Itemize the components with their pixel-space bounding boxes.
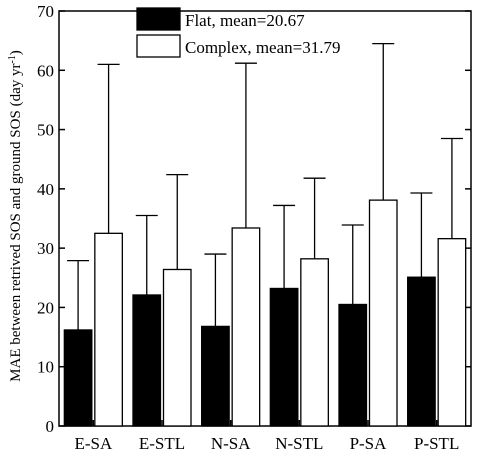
y-axis-label-main: MAE between retrived SOS and ground SOS … (8, 64, 24, 382)
x-tick-label: N-SA (211, 434, 251, 453)
x-tick-label: E-STL (139, 434, 185, 453)
x-tick-label: N-STL (275, 434, 323, 453)
x-tick-label: P-STL (414, 434, 459, 453)
plot-area: 0 10 20 30 40 50 60 70 E-SA E-STL N-SA N-STL P-SA P-S… (37, 2, 472, 453)
x-tick-label: E-SA (74, 434, 113, 453)
legend-swatch (136, 34, 181, 58)
legend-label: Complex, mean=31.79 (185, 38, 340, 57)
plot-frame (58, 10, 472, 427)
bar (407, 276, 436, 427)
y-axis-label-close: ) (8, 50, 24, 55)
bar (132, 294, 162, 427)
bar (437, 238, 467, 427)
bar (201, 325, 230, 427)
x-tick-label: P-SA (350, 434, 388, 453)
y-tick-label: 20 (37, 298, 54, 317)
y-tick-label: 50 (37, 121, 54, 140)
y-axis-label-superscript: -1 (7, 55, 18, 63)
bar (269, 287, 299, 427)
bar (368, 199, 398, 427)
y-tick-label: 0 (46, 417, 55, 436)
y-tick-label: 10 (37, 358, 54, 377)
y-tick-label: 40 (37, 180, 54, 199)
y-tick-label: 30 (37, 239, 54, 258)
bar (63, 329, 93, 427)
legend-label: Flat, mean=20.67 (185, 11, 305, 30)
bar (162, 268, 192, 427)
y-axis-label: MAE between retrived SOS and ground SOS … (7, 50, 24, 382)
bar (338, 303, 368, 427)
y-tick-label: 60 (37, 61, 54, 80)
bar (231, 227, 261, 427)
y-tick-label: 70 (37, 2, 54, 21)
legend-swatch (136, 7, 181, 31)
bar (300, 258, 329, 427)
bar (94, 232, 123, 427)
